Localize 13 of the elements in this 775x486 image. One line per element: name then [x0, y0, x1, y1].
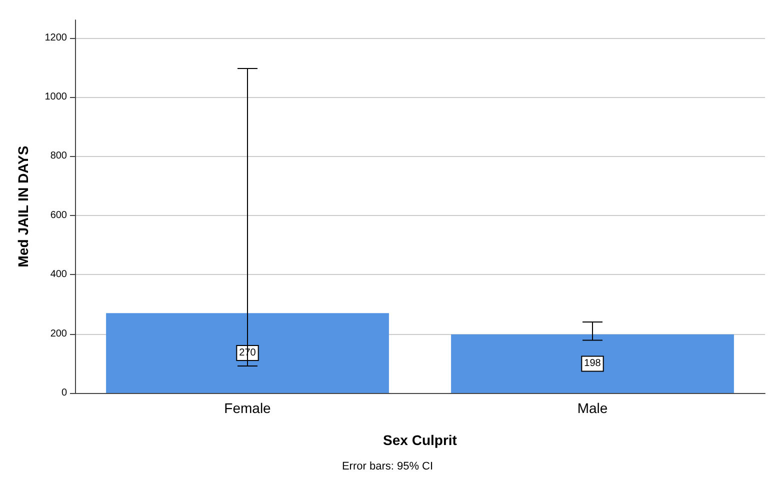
- text: Error bars: 95% CI: [342, 460, 434, 472]
- y-tick-label: 1000: [44, 91, 68, 102]
- data-label: 198: [584, 358, 602, 370]
- y-tick-label: 1200: [44, 32, 68, 44]
- y-tick-label: 600: [50, 210, 68, 221]
- y-axis-title: Med JAIL IN DAYS: [15, 146, 31, 268]
- y-tick-label: 200: [50, 328, 68, 340]
- y-tick-label: 0: [61, 388, 68, 398]
- y-tick-label: 400: [50, 269, 68, 280]
- x-tick-label: Male: [577, 400, 608, 416]
- y-tick-label: 800: [50, 150, 68, 162]
- x-axis-title: Sex Culprit: [383, 432, 458, 448]
- x-tick-label: Female: [224, 400, 272, 416]
